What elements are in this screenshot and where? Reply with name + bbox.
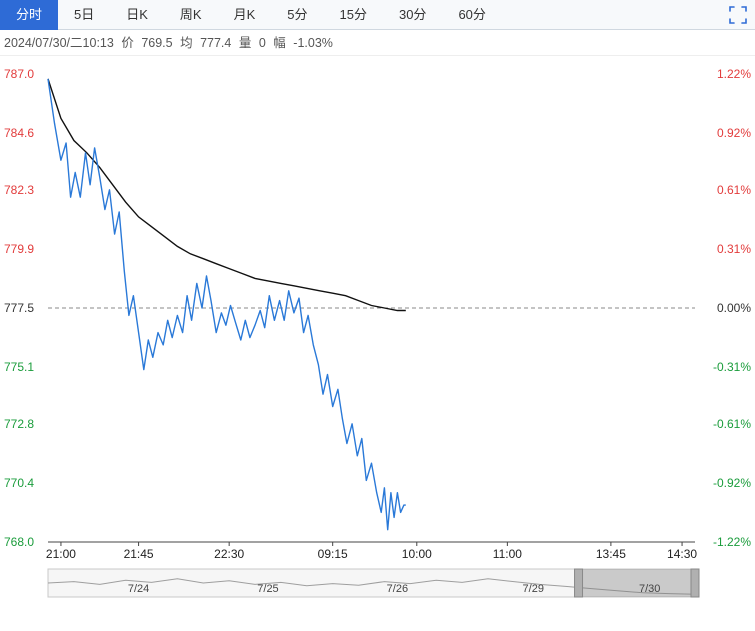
svg-text:11:00: 11:00 — [493, 547, 522, 561]
svg-text:10:00: 10:00 — [402, 547, 432, 561]
info-price: 769.5 — [141, 36, 172, 50]
svg-text:-1.22%: -1.22% — [713, 535, 751, 549]
tab-15min[interactable]: 15分 — [324, 0, 383, 30]
svg-text:0.31%: 0.31% — [717, 242, 751, 256]
tab-weekly-k[interactable]: 周K — [164, 0, 218, 30]
svg-text:14:30: 14:30 — [667, 547, 697, 561]
tab-30min[interactable]: 30分 — [383, 0, 442, 30]
info-amp: -1.03% — [293, 36, 333, 50]
timeframe-tabs: 分时 5日 日K 周K 月K 5分 15分 30分 60分 — [0, 0, 755, 30]
svg-text:09:15: 09:15 — [318, 547, 348, 561]
svg-text:-0.61%: -0.61% — [713, 417, 751, 431]
svg-text:21:00: 21:00 — [46, 547, 76, 561]
svg-text:21:45: 21:45 — [124, 547, 154, 561]
tab-5day[interactable]: 5日 — [58, 0, 110, 30]
svg-text:0.61%: 0.61% — [717, 183, 751, 197]
svg-text:777.5: 777.5 — [4, 301, 34, 315]
svg-text:7/24: 7/24 — [128, 583, 149, 595]
tab-60min[interactable]: 60分 — [442, 0, 501, 30]
svg-text:1.22%: 1.22% — [717, 67, 751, 81]
svg-text:775.1: 775.1 — [4, 360, 34, 374]
info-avg-label: 均 — [180, 36, 193, 50]
svg-text:768.0: 768.0 — [4, 535, 34, 549]
tab-intraday[interactable]: 分时 — [0, 0, 58, 30]
info-amp-label: 幅 — [273, 36, 286, 50]
svg-text:0.00%: 0.00% — [717, 301, 751, 315]
fullscreen-icon[interactable] — [729, 6, 747, 24]
info-vol: 0 — [259, 36, 266, 50]
svg-text:779.9: 779.9 — [4, 242, 34, 256]
price-chart[interactable]: 787.0 1.22% 784.6 0.92% 782.3 0.61% 779.9 0.31%… — [0, 56, 755, 566]
svg-text:7/26: 7/26 — [387, 583, 408, 595]
svg-text:782.3: 782.3 — [4, 183, 34, 197]
svg-text:787.0: 787.0 — [4, 67, 34, 81]
tab-monthly-k[interactable]: 月K — [218, 0, 272, 30]
info-avg: 777.4 — [200, 36, 231, 50]
svg-text:7/30: 7/30 — [639, 583, 660, 595]
svg-text:772.8: 772.8 — [4, 417, 34, 431]
tab-daily-k[interactable]: 日K — [110, 0, 164, 30]
svg-text:13:45: 13:45 — [596, 547, 626, 561]
svg-text:-0.31%: -0.31% — [713, 360, 751, 374]
svg-text:0.92%: 0.92% — [717, 126, 751, 140]
svg-text:22:30: 22:30 — [214, 547, 244, 561]
info-datetime: 2024/07/30/二10:13 — [4, 36, 114, 50]
svg-text:7/25: 7/25 — [257, 583, 278, 595]
tab-5min[interactable]: 5分 — [271, 0, 323, 30]
quote-info-bar: 2024/07/30/二10:13 价 769.5 均 777.4 量 0 幅 … — [0, 30, 755, 56]
info-price-label: 价 — [121, 36, 134, 50]
svg-text:7/29: 7/29 — [523, 583, 544, 595]
svg-text:784.6: 784.6 — [4, 126, 34, 140]
date-range-strip[interactable]: 7/24 7/25 7/26 7/29 7/30 — [0, 566, 755, 600]
svg-text:770.4: 770.4 — [4, 476, 34, 490]
svg-text:-0.92%: -0.92% — [713, 476, 751, 490]
info-vol-label: 量 — [239, 36, 252, 50]
